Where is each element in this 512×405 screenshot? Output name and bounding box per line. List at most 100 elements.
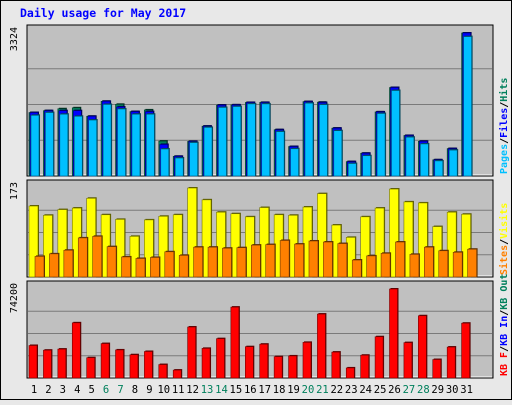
bar-pages-day-5 (88, 119, 97, 177)
x-tick-label-19: 19 (287, 384, 300, 396)
bar-kb-f-day-9 (144, 351, 153, 379)
x-tick-label-3: 3 (60, 384, 66, 396)
legend-item: Files (498, 108, 510, 138)
bar-visits-day-10 (158, 215, 169, 278)
x-tick-label-23: 23 (345, 384, 358, 396)
bar-kb-f-day-22 (331, 351, 341, 379)
bar-sites-day-27 (409, 254, 420, 278)
bar-visits-day-15 (230, 213, 241, 278)
bar-pages-day-11 (174, 157, 184, 177)
bar-sites-day-4 (77, 237, 88, 278)
bar-kb-f-day-17 (259, 343, 269, 379)
bar-kb-f-day-26 (389, 288, 398, 379)
panel-legend: Pages/Files/Hits (498, 78, 510, 174)
bar-kb-f-day-2 (43, 349, 52, 379)
x-tick-label-14: 14 (215, 384, 228, 396)
bar-pages-day-26 (391, 90, 400, 177)
bar-visits-day-13 (201, 199, 212, 278)
bar-kb-f-day-20 (302, 342, 312, 379)
x-tick-label-27: 27 (403, 384, 416, 396)
bar-pages-day-6 (102, 104, 112, 177)
bar-sites-day-16 (251, 244, 261, 278)
bar-pages-day-31 (463, 36, 472, 177)
bar-pages-day-24 (362, 155, 371, 177)
bar-pages-day-10 (160, 148, 170, 177)
bar-visits-day-25 (374, 207, 385, 278)
bar-sites-day-9 (150, 257, 160, 278)
bar-pages-day-17 (261, 103, 271, 177)
bar-pages-day-1 (30, 115, 40, 177)
bar-pages-day-8 (131, 113, 141, 177)
bar-kb-f-day-3 (57, 348, 67, 379)
bar-pages-day-20 (304, 102, 314, 177)
bar-sites-day-12 (193, 246, 203, 278)
chart-title: Daily usage for May 2017 (20, 6, 186, 20)
bar-kb-f-day-18 (273, 356, 283, 379)
bar-kb-f-day-5 (86, 357, 95, 379)
bar-pages-day-21 (319, 104, 328, 177)
bar-kb-f-day-28 (418, 315, 427, 379)
bar-kb-f-day-12 (187, 326, 196, 379)
x-tick-label-8: 8 (132, 384, 138, 396)
bar-sites-day-15 (236, 247, 247, 278)
bar-sites-day-8 (135, 258, 146, 278)
x-tick-label-17: 17 (258, 384, 271, 396)
x-tick-label-31: 31 (460, 384, 473, 396)
bar-pages-day-25 (376, 113, 386, 177)
bar-visits-day-11 (172, 214, 183, 278)
bar-pages-day-16 (247, 103, 256, 177)
bar-kb-f-day-8 (129, 354, 139, 379)
bar-sites-day-5 (92, 236, 102, 278)
bar-kb-f-day-21 (317, 313, 326, 379)
bar-sites-day-26 (395, 241, 405, 278)
x-tick-label-25: 25 (374, 384, 387, 396)
bar-visits-day-31 (461, 213, 471, 278)
bar-sites-day-7 (121, 256, 131, 278)
bar-sites-day-10 (164, 251, 175, 278)
y-axis-max-label: 74200 (9, 283, 20, 313)
bar-pages-day-15 (232, 106, 242, 177)
bar-kb-f-day-15 (230, 306, 240, 379)
bar-visits-day-12 (187, 187, 197, 278)
bar-sites-day-23 (351, 259, 362, 278)
bar-visits-day-3 (57, 209, 68, 278)
panel-2: 173 Sites/Visits (9, 179, 510, 278)
bar-sites-day-21 (323, 241, 333, 278)
x-tick-label-26: 26 (388, 384, 401, 396)
bar-kb-f-day-25 (374, 336, 384, 379)
legend-item: KB In (499, 316, 510, 346)
x-tick-label-29: 29 (431, 384, 444, 396)
bar-kb-f-day-6 (100, 343, 110, 379)
legend-item: / (499, 346, 510, 352)
bar-sites-day-17 (265, 244, 276, 278)
x-tick-label-30: 30 (446, 384, 459, 396)
bar-sites-day-1 (34, 256, 45, 278)
bar-pages-day-27 (405, 136, 415, 177)
bar-sites-day-13 (207, 246, 218, 278)
bar-pages-day-4 (73, 115, 83, 177)
x-tick-label-28: 28 (417, 384, 430, 396)
bar-sites-day-14 (222, 247, 232, 278)
x-tick-label-1: 1 (31, 384, 37, 396)
legend-item: / (499, 239, 510, 245)
chart-panels: 3324Pages/Files/Hits173Sites/Visits74200… (9, 24, 510, 379)
bar-sites-day-28 (424, 246, 434, 278)
x-tick-label-20: 20 (302, 384, 315, 396)
bar-kb-f-day-14 (216, 338, 225, 379)
bar-pages-day-7 (117, 108, 126, 177)
legend-item: Sites (498, 245, 510, 275)
bar-pages-day-18 (275, 131, 285, 177)
bar-kb-f-day-31 (461, 322, 470, 379)
x-tick-label-9: 9 (146, 384, 152, 396)
bar-pages-day-29 (434, 160, 444, 177)
bar-visits-day-27 (403, 201, 414, 278)
bar-pages-day-30 (448, 149, 458, 177)
bar-visits-day-14 (216, 211, 226, 278)
bar-visits-day-1 (28, 205, 39, 278)
bar-pages-day-14 (218, 107, 227, 177)
bar-kb-f-day-23 (345, 367, 355, 379)
bar-pages-day-19 (290, 148, 299, 177)
bar-kb-f-day-11 (172, 369, 182, 379)
bar-pages-day-22 (333, 130, 343, 177)
